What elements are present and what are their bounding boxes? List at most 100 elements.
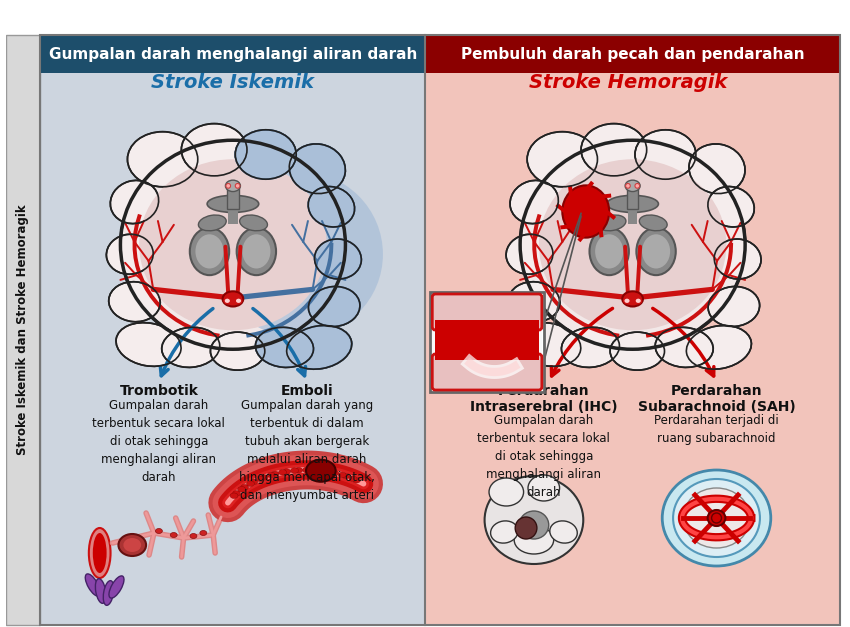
Text: Stroke Hemoragik: Stroke Hemoragik: [529, 73, 727, 92]
Ellipse shape: [562, 327, 620, 367]
Ellipse shape: [116, 323, 181, 366]
FancyBboxPatch shape: [435, 320, 539, 360]
Text: Pembuluh darah pecah dan pendarahan: Pembuluh darah pecah dan pendarahan: [461, 48, 804, 63]
Ellipse shape: [225, 180, 241, 192]
Ellipse shape: [635, 130, 696, 179]
Ellipse shape: [128, 132, 198, 187]
Ellipse shape: [139, 159, 326, 330]
Ellipse shape: [238, 487, 246, 492]
Ellipse shape: [156, 529, 162, 534]
Text: Perdarahan
Intraserebral (IHC): Perdarahan Intraserebral (IHC): [470, 384, 618, 414]
Text: Gumpalan darah yang
terbentuk di dalam
tubuh akan bergerak
melalui aliran darah
: Gumpalan darah yang terbentuk di dalam t…: [239, 399, 375, 502]
Ellipse shape: [235, 130, 296, 179]
FancyBboxPatch shape: [41, 35, 425, 73]
Ellipse shape: [309, 186, 354, 227]
Text: Stroke Iskemik dan Stroke Hemoragik: Stroke Iskemik dan Stroke Hemoragik: [16, 204, 29, 455]
FancyBboxPatch shape: [433, 294, 541, 390]
Ellipse shape: [89, 528, 110, 578]
Ellipse shape: [236, 228, 276, 275]
Ellipse shape: [283, 469, 291, 474]
Text: Gumpalan darah
terbentuk secara lokal
di otak sehingga
menghalangi aliran
darah: Gumpalan darah terbentuk secara lokal di…: [478, 414, 610, 499]
FancyBboxPatch shape: [433, 294, 541, 330]
Ellipse shape: [598, 215, 626, 231]
Ellipse shape: [118, 534, 146, 556]
Ellipse shape: [563, 186, 609, 238]
Ellipse shape: [326, 470, 335, 475]
Ellipse shape: [642, 234, 670, 268]
Ellipse shape: [295, 468, 303, 473]
Ellipse shape: [230, 493, 238, 498]
Ellipse shape: [224, 298, 230, 303]
Ellipse shape: [181, 124, 247, 176]
Ellipse shape: [289, 144, 345, 194]
Ellipse shape: [581, 124, 647, 176]
Ellipse shape: [109, 282, 161, 322]
Text: Trombotik: Trombotik: [120, 384, 198, 398]
Ellipse shape: [489, 478, 524, 506]
FancyBboxPatch shape: [425, 35, 840, 73]
Ellipse shape: [508, 282, 560, 322]
Ellipse shape: [190, 534, 197, 539]
Ellipse shape: [309, 186, 354, 227]
Ellipse shape: [314, 239, 361, 279]
Text: Perdarahan terjadi di
ruang subarachnoid: Perdarahan terjadi di ruang subarachnoid: [654, 414, 779, 445]
Ellipse shape: [622, 292, 643, 307]
Ellipse shape: [196, 234, 224, 268]
Ellipse shape: [490, 521, 518, 543]
Ellipse shape: [223, 292, 243, 307]
Ellipse shape: [95, 579, 106, 603]
Ellipse shape: [279, 470, 286, 475]
Ellipse shape: [289, 144, 345, 194]
Ellipse shape: [240, 215, 268, 231]
FancyBboxPatch shape: [6, 35, 41, 625]
Ellipse shape: [235, 184, 240, 188]
Ellipse shape: [211, 332, 265, 370]
Ellipse shape: [539, 159, 727, 330]
FancyBboxPatch shape: [433, 354, 541, 390]
Ellipse shape: [635, 298, 642, 303]
Ellipse shape: [590, 228, 629, 275]
Ellipse shape: [123, 538, 141, 552]
Ellipse shape: [271, 472, 279, 477]
Ellipse shape: [662, 470, 771, 566]
Ellipse shape: [214, 171, 383, 337]
Ellipse shape: [309, 287, 360, 327]
Ellipse shape: [233, 491, 241, 496]
Ellipse shape: [686, 325, 751, 369]
Ellipse shape: [510, 181, 558, 224]
Ellipse shape: [106, 234, 153, 274]
Ellipse shape: [256, 327, 314, 367]
Ellipse shape: [291, 468, 298, 473]
Ellipse shape: [655, 327, 713, 367]
FancyBboxPatch shape: [430, 292, 544, 392]
Ellipse shape: [246, 481, 254, 487]
Text: Perdarahan
Subarachnoid (SAH): Perdarahan Subarachnoid (SAH): [638, 384, 796, 414]
FancyBboxPatch shape: [425, 35, 840, 625]
Ellipse shape: [689, 144, 745, 194]
Ellipse shape: [257, 476, 264, 482]
FancyBboxPatch shape: [628, 207, 638, 224]
Ellipse shape: [683, 488, 750, 548]
Ellipse shape: [207, 196, 258, 213]
Ellipse shape: [109, 576, 124, 598]
Ellipse shape: [484, 476, 583, 564]
Ellipse shape: [550, 521, 577, 543]
Ellipse shape: [200, 530, 207, 535]
Ellipse shape: [241, 485, 248, 490]
Ellipse shape: [708, 186, 754, 227]
Ellipse shape: [514, 526, 553, 554]
Ellipse shape: [319, 468, 327, 474]
Text: Gumpalan darah menghalangi aliran darah: Gumpalan darah menghalangi aliran darah: [48, 48, 417, 63]
Ellipse shape: [637, 228, 676, 275]
Ellipse shape: [314, 239, 361, 279]
Ellipse shape: [624, 298, 631, 303]
Ellipse shape: [595, 234, 623, 268]
Ellipse shape: [626, 184, 631, 188]
Ellipse shape: [85, 574, 100, 596]
Ellipse shape: [286, 325, 352, 369]
Ellipse shape: [331, 470, 338, 476]
Ellipse shape: [528, 475, 559, 501]
Ellipse shape: [307, 467, 314, 473]
Ellipse shape: [190, 228, 230, 275]
Ellipse shape: [607, 196, 659, 213]
